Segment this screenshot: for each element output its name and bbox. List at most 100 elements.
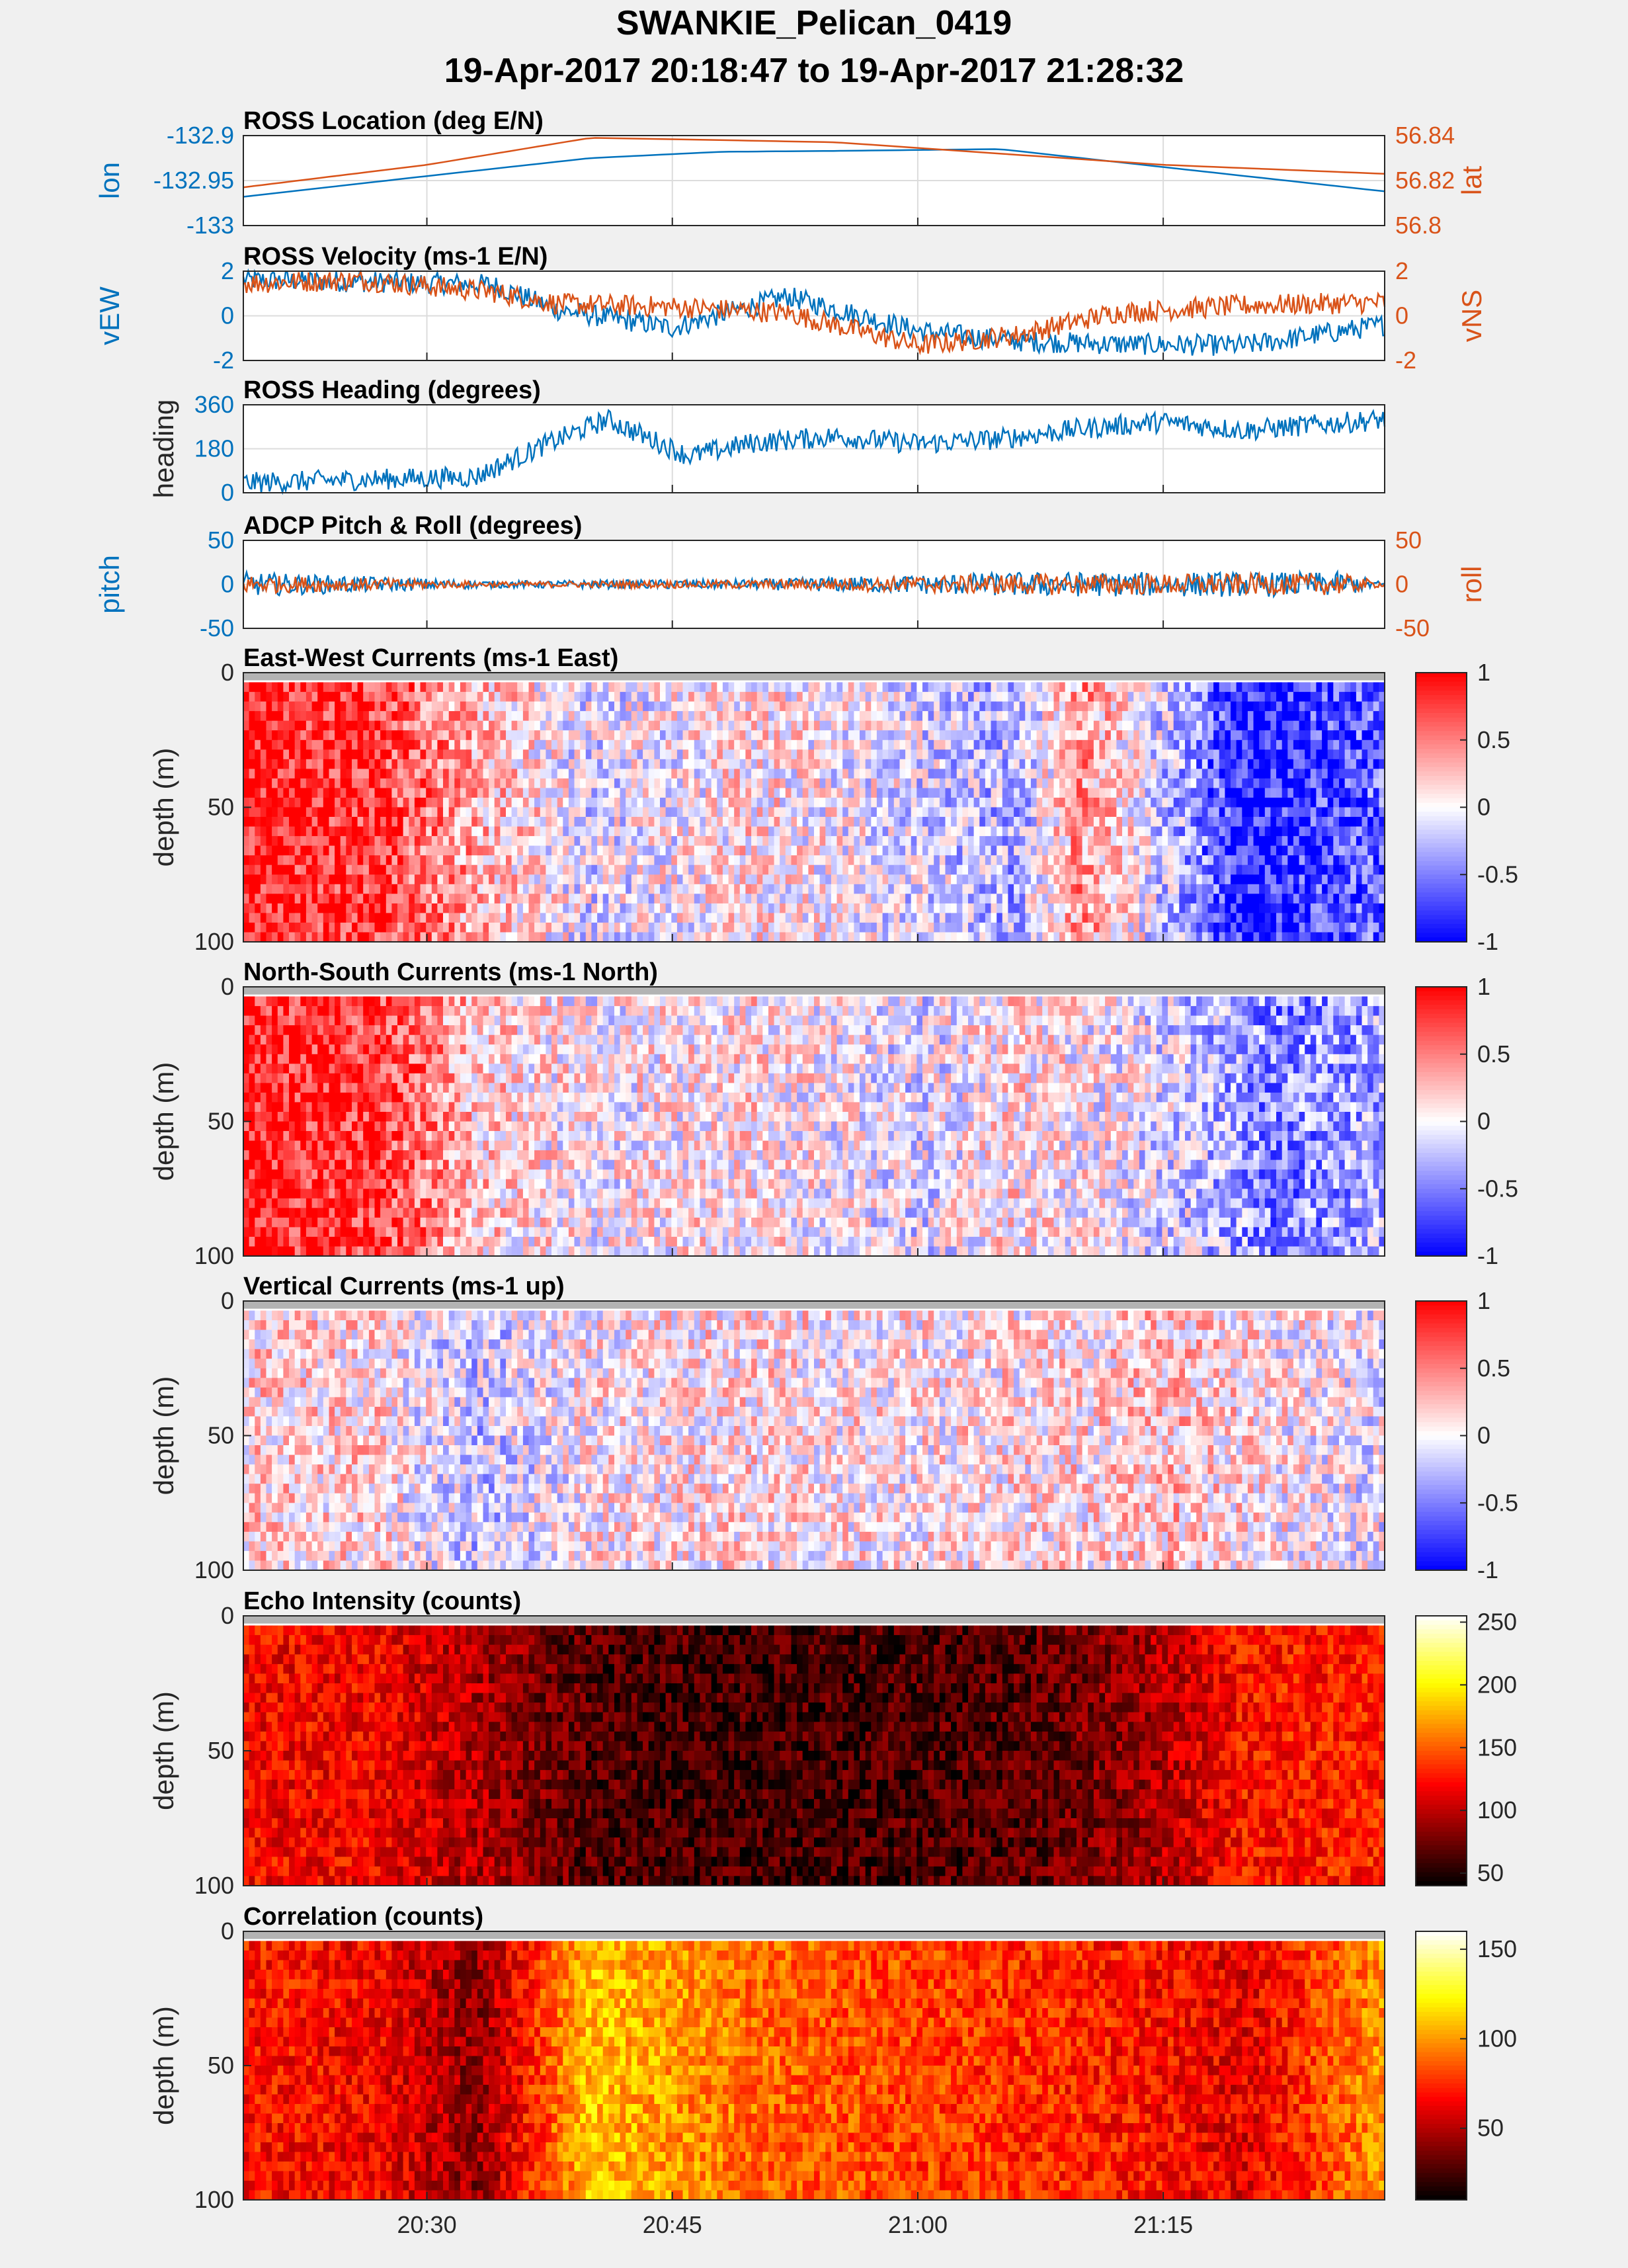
heatmap-cell: [563, 721, 569, 731]
heatmap-cell: [888, 740, 894, 750]
heatmap-cell: [997, 884, 1002, 894]
heatmap-cell: [409, 798, 415, 808]
heatmap-cell: [831, 855, 837, 865]
heatmap-cell: [454, 817, 460, 827]
heatmap-cell: [706, 874, 712, 884]
heatmap-cell: [820, 711, 826, 721]
heatmap-cell: [922, 740, 928, 750]
heatmap-cell: [934, 798, 940, 808]
heatmap-cell: [660, 827, 666, 837]
heatmap-cell: [774, 721, 780, 731]
heatmap-cell: [660, 884, 666, 894]
heatmap-cell: [529, 740, 535, 750]
heatmap-cell: [643, 749, 649, 759]
heatmap-cell: [1059, 817, 1065, 827]
heatmap-cell: [768, 865, 774, 875]
heatmap-cell: [1128, 730, 1134, 740]
heatmap-cell: [729, 683, 735, 693]
heatmap-cell: [563, 730, 569, 740]
heatmap-cell: [1054, 894, 1060, 903]
heatmap-cell: [1100, 894, 1106, 903]
heatmap-cell: [1105, 846, 1111, 856]
heatmap-cell: [848, 894, 854, 903]
heatmap-cell: [483, 836, 489, 846]
heatmap-cell: [745, 874, 751, 884]
heatmap-cell: [397, 721, 403, 731]
heatmap-cell: [792, 808, 797, 818]
heatmap-cell: [745, 711, 751, 721]
heatmap-cell: [363, 865, 369, 875]
heatmap-cell: [563, 808, 569, 818]
heatmap-cell: [1191, 730, 1197, 740]
heatmap-cell: [1213, 836, 1219, 846]
heatmap-cell: [712, 730, 717, 740]
heatmap-cell: [1111, 721, 1117, 731]
heatmap-cell: [454, 721, 460, 731]
heatmap-cell: [500, 702, 506, 712]
heatmap-cell: [991, 913, 997, 923]
heatmap-cell: [1128, 874, 1134, 884]
heatmap-cell: [483, 721, 489, 731]
heatmap-cell: [295, 836, 301, 846]
heatmap-cell: [243, 778, 249, 788]
heatmap-cell: [922, 721, 928, 731]
heatmap-cell: [1179, 808, 1185, 818]
heatmap-cell: [557, 827, 563, 837]
heatmap-cell: [1259, 865, 1265, 875]
heatmap-cell: [734, 702, 740, 712]
heatmap-cell: [928, 711, 934, 721]
heatmap-cell: [1157, 933, 1162, 943]
heatmap-cell: [1008, 788, 1014, 798]
heatmap-cell: [1002, 827, 1008, 837]
heatmap-cell: [1025, 769, 1031, 778]
heatmap-cell: [1071, 913, 1077, 923]
heatmap-cell: [563, 846, 569, 856]
heatmap-cell: [591, 702, 597, 712]
heatmap-cell: [683, 855, 689, 865]
heatmap-cell: [1071, 749, 1077, 759]
heatmap-cell: [1145, 903, 1151, 913]
heatmap-cell: [443, 923, 449, 933]
heatmap-cell: [1248, 903, 1254, 913]
heatmap-cell: [660, 817, 666, 827]
heatmap-cell: [1174, 933, 1180, 943]
heatmap-cell: [762, 836, 768, 846]
heatmap-cell: [1225, 730, 1231, 740]
heatmap-cell: [363, 683, 369, 693]
heatmap-cell: [626, 778, 631, 788]
heatmap-cell: [1122, 855, 1128, 865]
heatmap-cell: [962, 808, 968, 818]
heatmap-cell: [1265, 730, 1271, 740]
heatmap-cell: [358, 913, 364, 923]
heatmap-cell: [500, 808, 506, 818]
heatmap-cell: [666, 702, 672, 712]
heatmap-cell: [1213, 721, 1219, 731]
heatmap-cell: [991, 740, 997, 750]
heatmap-cell: [768, 817, 774, 827]
heatmap-cell: [437, 749, 443, 759]
heatmap-cell: [1077, 894, 1082, 903]
heatmap-cell: [649, 778, 655, 788]
heatmap-cell: [814, 933, 820, 943]
heatmap-cell: [397, 846, 403, 856]
heatmap-cell: [745, 865, 751, 875]
heatmap-cell: [751, 874, 757, 884]
heatmap-cell: [1042, 865, 1048, 875]
heatmap-cell: [957, 817, 963, 827]
heatmap-cell: [608, 759, 614, 769]
heatmap-cell: [700, 692, 706, 702]
heatmap-cell: [660, 692, 666, 702]
heatmap-cell: [466, 817, 472, 827]
heatmap-cell: [660, 846, 666, 856]
heatmap-cell: [905, 913, 911, 923]
heatmap-cell: [1031, 721, 1037, 731]
heatmap-cell: [968, 855, 974, 865]
heatmap-cell: [979, 808, 985, 818]
heatmap-cell: [1265, 808, 1271, 818]
heatmap-cell: [255, 769, 261, 778]
heatmap-cell: [569, 923, 575, 933]
heatmap-cell: [979, 730, 985, 740]
heatmap-cell: [1025, 874, 1031, 884]
heatmap-cell: [557, 808, 563, 818]
heatmap-cell: [261, 874, 266, 884]
